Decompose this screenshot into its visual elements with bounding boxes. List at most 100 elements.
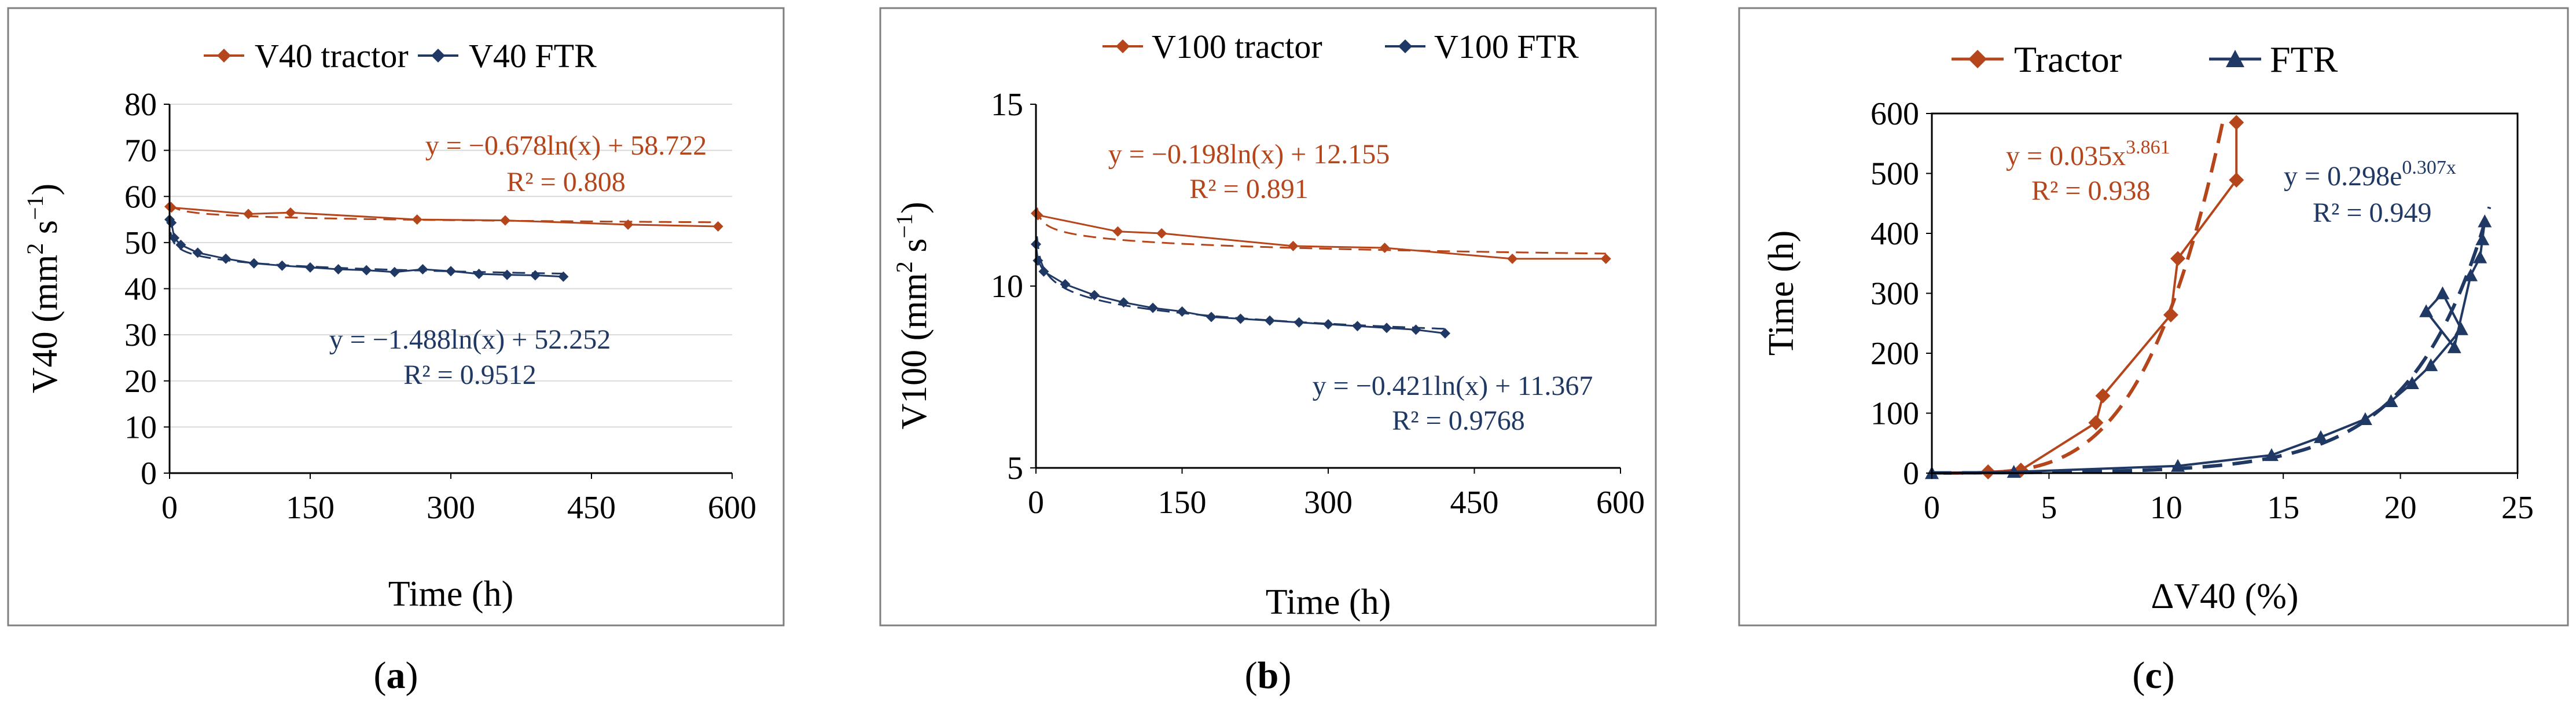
data-point-ftr [2405,376,2419,389]
data-point-ftr [502,269,513,280]
y-axis-label: Time (h) [1762,230,1801,356]
data-point-ftr [2464,268,2478,281]
trend-r2-ftr: R² = 0.9512 [403,360,536,390]
legend-label-tractor: Tractor [2014,39,2122,80]
legend-marker-tractor [1968,50,1987,68]
legend: Tractor FTR [1952,39,2338,80]
trend-equation-ftr: y = 0.298e0.307x [2284,157,2456,192]
data-point-ftr [2478,214,2492,228]
y-tick-label: 200 [1871,336,1919,372]
data-point-tractor [2095,388,2111,404]
data-point-ftr [1265,315,1275,326]
data-point-ftr [2473,250,2487,263]
data-point-tractor [499,215,510,226]
trend-r2-tractor: R² = 0.808 [506,167,625,197]
data-point-ftr [1206,312,1217,323]
y-tick-label: 15 [991,87,1023,123]
data-point-tractor [712,221,723,232]
data-point-ftr [1060,279,1071,290]
data-point-ftr [305,262,315,273]
data-point-ftr [1148,302,1158,313]
data-point-ftr [277,260,288,271]
data-point-ftr [361,265,372,276]
y-axis-label: V100 (mm2 s−1) [891,202,934,429]
chart-panel-b: 0 150 300 450 600 5 10 15 Time (h) V100 (mm2 s… [891,28,1645,622]
y-tick-label: 80 [124,87,157,123]
y-tick-label: 300 [1871,276,1919,312]
x-tick-label: 0 [1924,490,1940,526]
y-tick-label: 70 [124,133,157,169]
x-tick-label: 450 [567,490,616,526]
data-point-ftr [1089,290,1100,301]
data-point-ftr [2264,448,2279,462]
data-point-tractor [2229,172,2244,188]
y-tick-labels: 0 10 20 30 40 50 60 70 80 [124,87,170,492]
x-tick-label: 10 [2150,490,2182,526]
y-tick-label: 50 [124,225,157,261]
y-tick-label: 30 [124,317,157,353]
trend-r2-ftr: R² = 0.949 [2313,197,2431,228]
y-tick-labels: 5 10 15 [991,87,1036,486]
data-point-tractor [2088,415,2104,431]
x-tick-label: 450 [1450,485,1499,521]
x-tick-label: 15 [2267,490,2299,526]
data-point-ftr [558,271,569,282]
panel-a-frame [7,7,785,627]
data-point-ftr [1118,297,1129,308]
data-point-ftr [2447,340,2461,353]
data-point-tractor [2163,307,2178,323]
data-point-ftr [2384,394,2398,407]
data-point-ftr [1410,324,1421,335]
y-tick-label: 400 [1871,216,1919,252]
trend-r2-ftr: R² = 0.9768 [1392,405,1524,436]
x-tick-labels: 0 150 300 450 600 [1028,468,1645,521]
x-tick-label: 25 [2501,490,2534,526]
data-series [1925,115,2492,479]
panel-b-frame [879,7,1657,627]
data-point-ftr [389,266,400,277]
y-tick-label: 0 [1903,456,1919,492]
legend-marker-tractor [1116,39,1130,53]
data-point-ftr [530,270,541,281]
y-tick-label: 500 [1871,156,1919,192]
data-point-ftr [221,253,231,264]
data-point-tractor [285,207,296,218]
trend-equation-tractor: y = −0.678ln(x) + 58.722 [425,130,707,161]
legend-marker-tractor [217,49,231,63]
data-point-tractor [2229,115,2244,130]
x-tick-labels: 0 5 10 15 20 25 [1924,473,2534,526]
legend: V100 tractor V100 FTR [1103,28,1579,65]
y-axis-label: V40 (mm2 s−1) [22,184,65,393]
x-tick-labels: 0 150 300 450 600 [161,473,756,526]
trend-equation-ftr: y = −0.421ln(x) + 11.367 [1313,371,1593,401]
legend-label-tractor: V100 tractor [1152,28,1322,65]
x-tick-label: 300 [427,490,475,526]
x-tick-label: 5 [2041,490,2057,526]
data-point-ftr [169,232,180,243]
legend-label-ftr: FTR [2270,39,2338,80]
y-tick-label: 40 [124,272,157,307]
data-point-tractor [1288,240,1299,251]
data-point-ftr [417,264,428,275]
data-point-ftr [2424,358,2438,371]
series-line-tractor [169,206,718,228]
data-point-ftr [2358,412,2372,426]
x-axis-label: ΔV40 (%) [2151,577,2298,616]
data-point-ftr [2007,464,2021,478]
series-line-tractor [1988,122,2238,473]
legend-label-ftr: V40 FTR [469,37,597,75]
data-point-ftr [2475,232,2490,246]
data-point-tractor [243,208,254,219]
data-point-tractor [411,214,422,225]
y-tick-label: 5 [1007,451,1023,486]
x-tick-label: 150 [1158,485,1207,521]
x-tick-label: 600 [1596,485,1645,521]
data-point-tractor [1112,226,1123,237]
x-tick-label: 20 [2384,490,2417,526]
data-point-ftr [473,269,484,280]
data-series [1031,208,1611,339]
caption-b: (b) [1245,654,1292,697]
data-point-ftr [1177,306,1188,317]
